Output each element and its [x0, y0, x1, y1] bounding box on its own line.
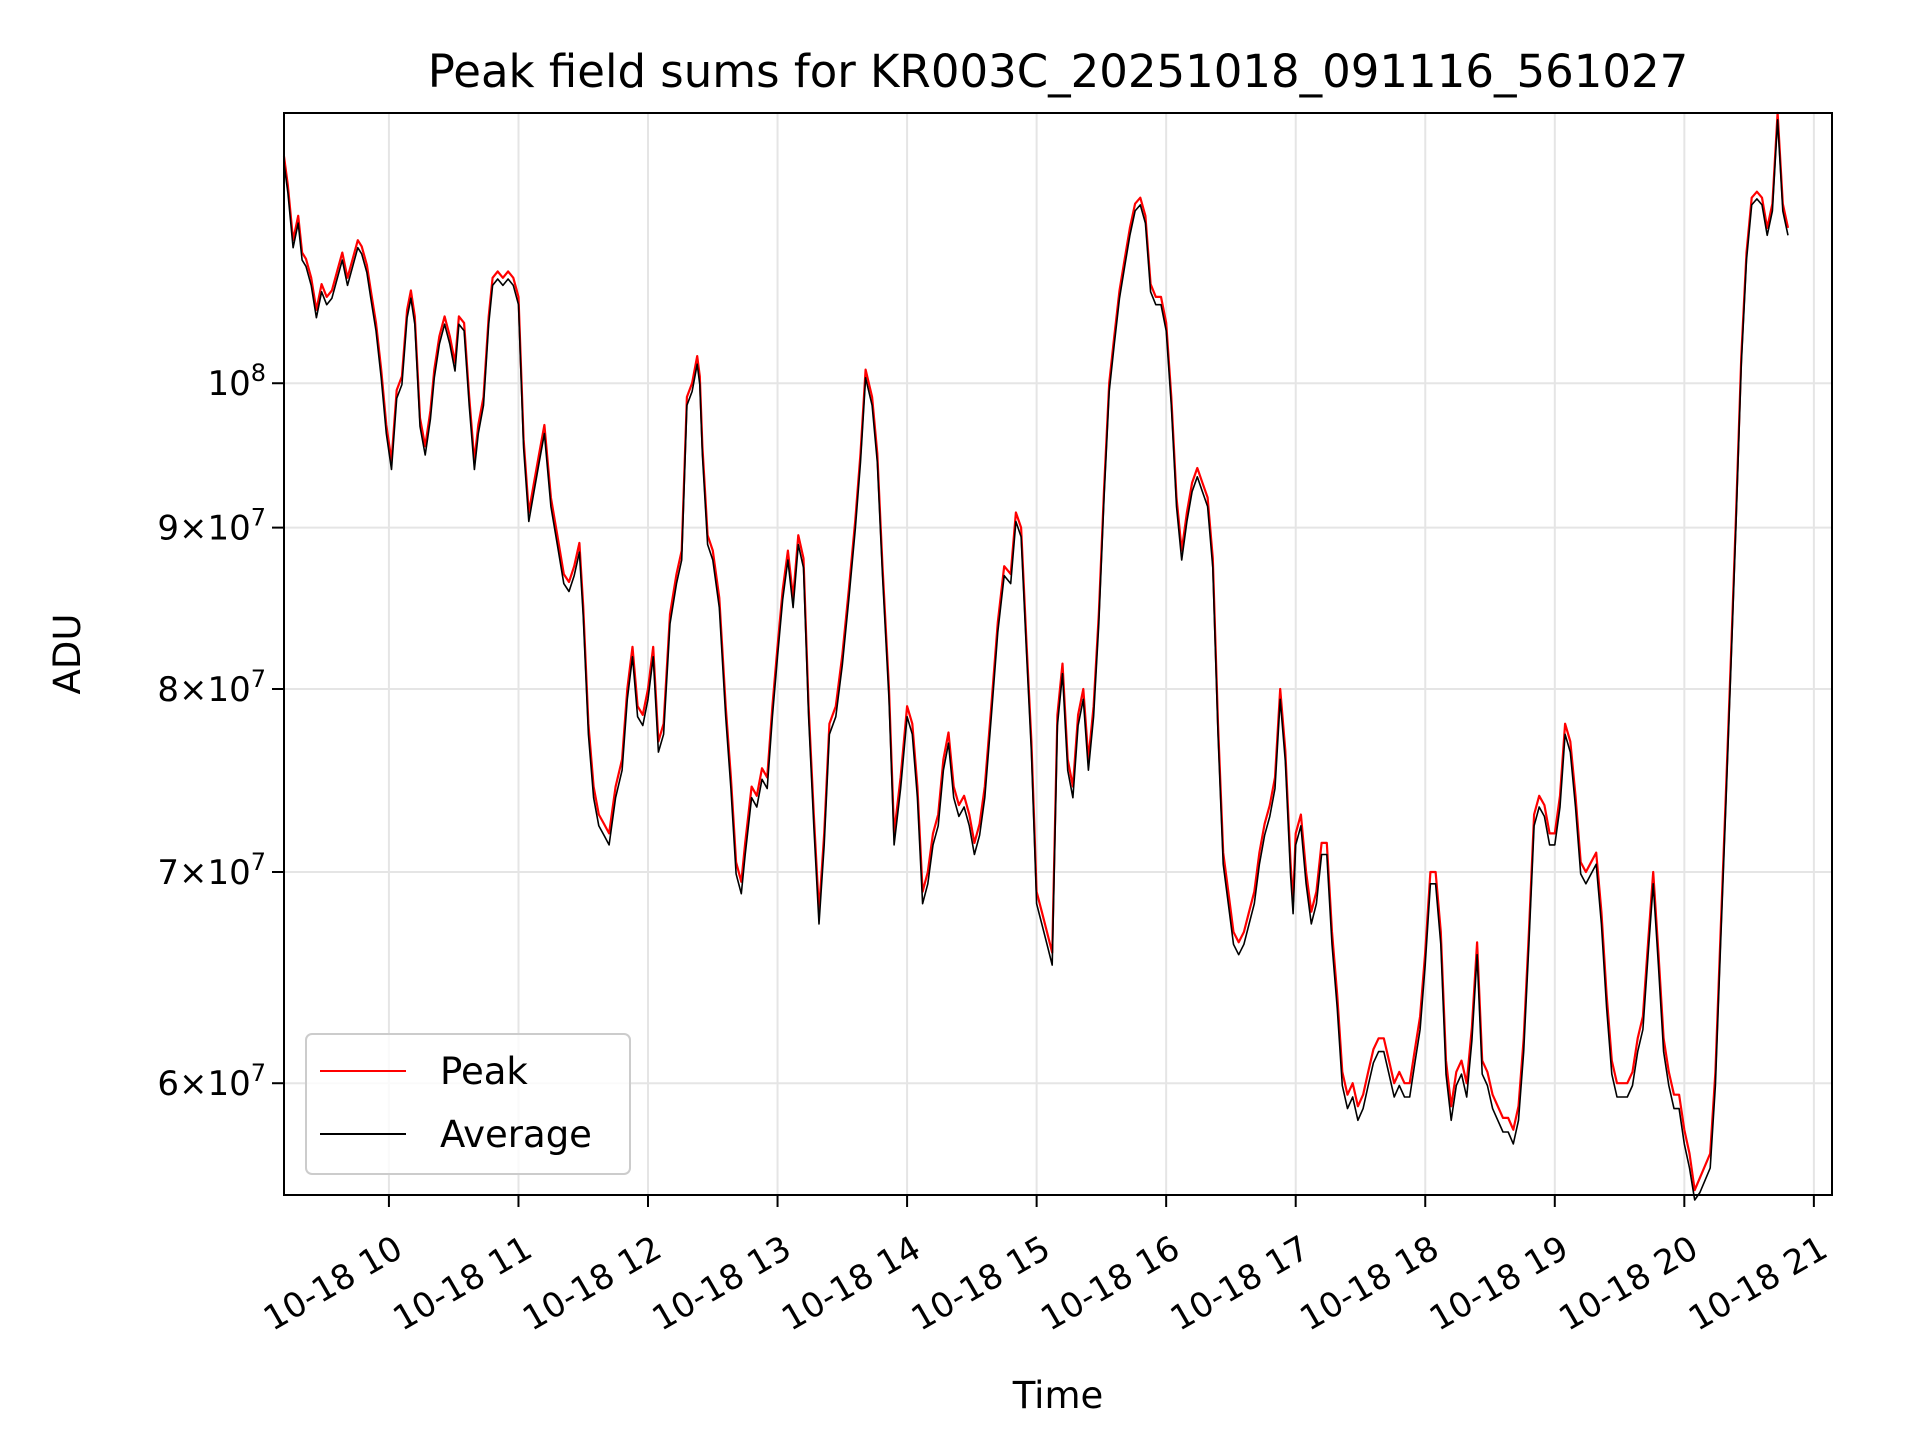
x-axis-label: Time: [1012, 1374, 1104, 1417]
y-axis-label: ADU: [46, 614, 89, 695]
legend-box: [305, 1033, 631, 1175]
y-tick-label: 108: [207, 359, 266, 404]
y-tick-label: 8×107: [157, 665, 266, 710]
plot-frame: [283, 112, 1833, 1196]
chart-title: Peak field sums for KR003C_20251018_0911…: [428, 45, 1688, 98]
series-layer: [282, 111, 1790, 1201]
y-axis-ticks: 6×107 7×107 8×107 9×107 108: [157, 359, 284, 1104]
y-tick-label: 9×107: [157, 504, 266, 549]
legend-label-average: Average: [440, 1113, 592, 1156]
y-tick-label: 7×107: [157, 848, 266, 893]
legend: Peak Average: [305, 1033, 631, 1175]
y-tick-label: 6×107: [157, 1059, 266, 1104]
grid: [284, 113, 1832, 1195]
series-line-average: [283, 119, 1789, 1201]
legend-label-peak: Peak: [440, 1050, 528, 1093]
